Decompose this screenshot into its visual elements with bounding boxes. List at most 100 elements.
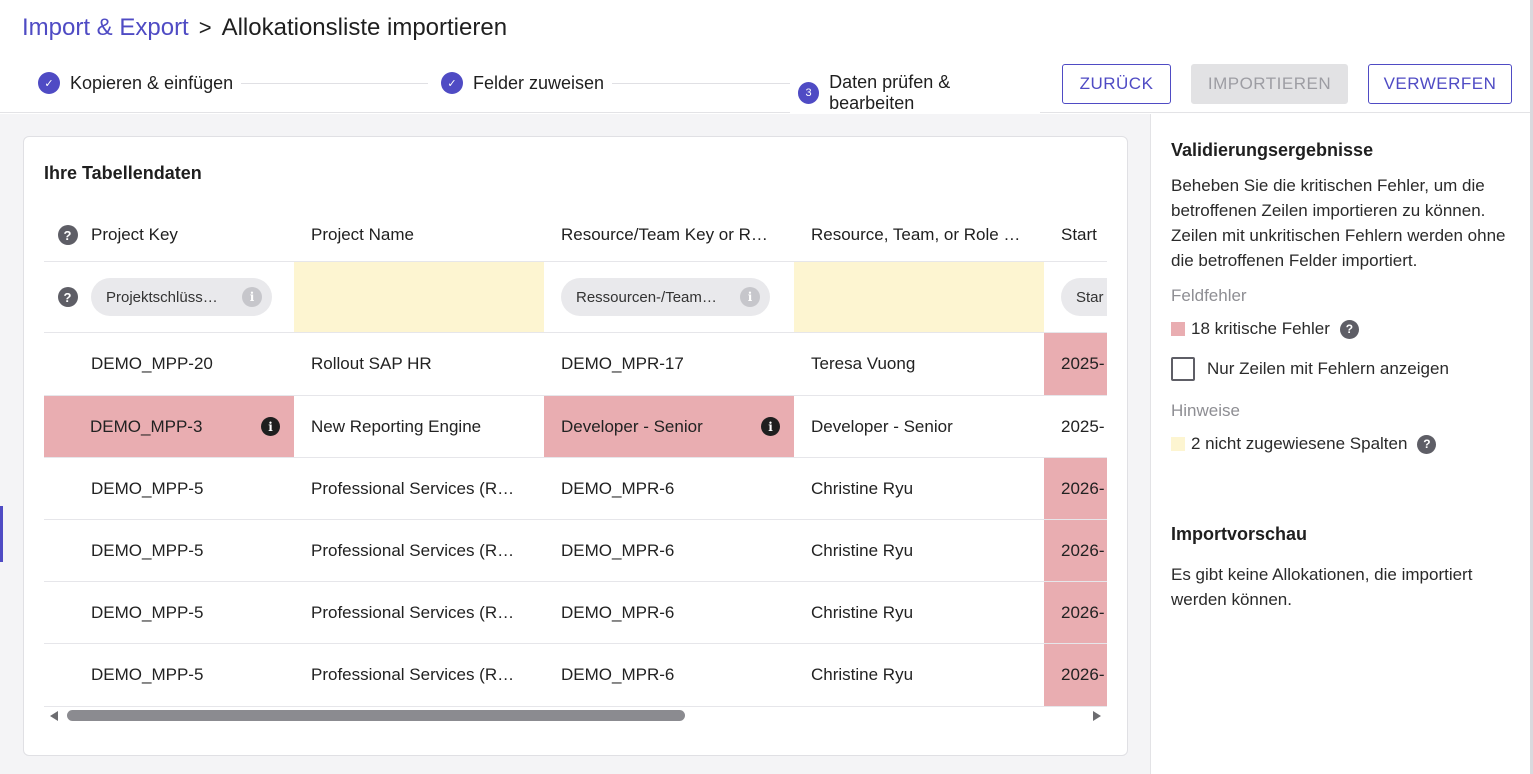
table-row: DEMO_MPP-5 Professional Services (R… DEM… (44, 520, 1107, 582)
field-errors-label: Feldfehler (1171, 286, 1247, 305)
column-header-project-key[interactable]: Project Key (91, 225, 178, 244)
info-icon[interactable]: i (761, 417, 780, 436)
page-title: Allokationsliste importieren (221, 14, 508, 41)
help-icon[interactable]: ? (57, 225, 78, 245)
cell-project-key[interactable]: DEMO_MPP-5 (91, 665, 204, 684)
cell-resource-key[interactable]: DEMO_MPR-17 (561, 354, 684, 373)
table-title: Ihre Tabellendaten (44, 163, 202, 183)
help-icon[interactable]: ? (57, 287, 78, 307)
hint-swatch (1171, 437, 1185, 451)
cell-project-name[interactable]: Rollout SAP HR (311, 354, 432, 373)
import-button: IMPORTIEREN (1191, 64, 1348, 104)
info-icon[interactable]: i (740, 287, 760, 307)
unassigned-mapping-cell[interactable] (794, 262, 1044, 332)
critical-errors-text: 18 kritische Fehler (1191, 319, 1330, 338)
import-preview-text: Es gibt keine Allokationen, die importie… (1171, 565, 1473, 609)
mapping-cell: Star (1044, 262, 1107, 332)
cell-resource-key[interactable]: DEMO_MPR-6 (561, 665, 675, 684)
table-row: DEMO_MPP-3 i New Reporting Engine Develo… (44, 396, 1107, 458)
only-errors-label[interactable]: Nur Zeilen mit Fehlern anzeigen (1207, 359, 1449, 378)
only-errors-checkbox[interactable] (1171, 357, 1195, 381)
cell-project-key[interactable]: DEMO_MPP-5 (91, 478, 204, 498)
column-header-resource-key[interactable]: Resource/Team Key or R… (561, 225, 768, 244)
cell-project-key[interactable]: DEMO_MPP-20 (91, 354, 213, 373)
field-mapping-chip[interactable]: Star (1061, 278, 1107, 316)
table-row: DEMO_MPP-20 Rollout SAP HR DEMO_MPR-17 T… (44, 333, 1107, 396)
field-mapping-chip[interactable]: Ressourcen-/Team… i (561, 278, 770, 316)
cell-resource-name[interactable]: Teresa Vuong (811, 354, 916, 373)
cell-resource-key[interactable]: DEMO_MPR-6 (561, 540, 675, 560)
field-mapping-chip[interactable]: Projektschlüss… i (91, 278, 272, 316)
info-icon[interactable]: i (242, 287, 262, 307)
step-label: Daten prüfen & bearbeiten (829, 72, 951, 113)
step-connector (238, 83, 428, 84)
cell-resource-key-error[interactable]: Developer - Senior i (544, 396, 794, 457)
step-connector (603, 83, 793, 84)
window-edge (1530, 0, 1533, 774)
column-header-project-name[interactable]: Project Name (311, 225, 414, 244)
mapping-cell: Ressourcen-/Team… i (544, 262, 794, 332)
cell-resource-name[interactable]: Christine Ryu (811, 540, 914, 560)
unassigned-columns-text: 2 nicht zugewiesene Spalten (1191, 434, 1408, 453)
cell-project-key[interactable]: DEMO_MPP-5 (91, 602, 204, 622)
step-review-data: 3 Daten prüfen & bearbeiten (790, 72, 1040, 114)
check-icon: ✓ (38, 72, 60, 94)
table-row: DEMO_MPP-5 Professional Services (R… DEM… (44, 582, 1107, 644)
cell-project-name[interactable]: Professional Services (R… (311, 478, 515, 498)
scroll-left-icon[interactable] (50, 711, 58, 721)
header: Import & Export > Allokationsliste impor… (0, 0, 1530, 114)
cell-resource-name[interactable]: Christine Ryu (811, 665, 914, 684)
cell-resource-name[interactable]: Christine Ryu (811, 478, 914, 498)
scroll-right-icon[interactable] (1093, 711, 1101, 721)
stepper: ✓ Kopieren & einfügen ✓ Felder zuweisen … (38, 72, 1040, 114)
error-swatch (1171, 322, 1185, 336)
validation-panel: Validierungsergebnisse Beheben Sie die k… (1150, 114, 1530, 774)
cell-project-name[interactable]: Professional Services (R… (311, 540, 515, 560)
column-header-start[interactable]: Start (1061, 225, 1097, 244)
cell-start[interactable]: 2025- (1061, 416, 1105, 436)
cell-start-error[interactable]: 2026- (1044, 582, 1107, 643)
critical-errors-legend: 18 kritische Fehler ? (1171, 319, 1359, 339)
table-row: DEMO_MPP-5 Professional Services (R… DEM… (44, 458, 1107, 520)
scrollbar-thumb[interactable] (67, 710, 685, 721)
step-label: Felder zuweisen (473, 72, 605, 93)
cell-project-name[interactable]: Professional Services (R… (311, 602, 515, 622)
check-icon: ✓ (441, 72, 463, 94)
info-icon[interactable]: i (261, 417, 280, 436)
step-assign-fields: ✓ Felder zuweisen (433, 72, 613, 94)
cell-resource-key[interactable]: DEMO_MPR-6 (561, 478, 675, 498)
cell-resource-key[interactable]: DEMO_MPR-6 (561, 602, 675, 622)
only-errors-toggle[interactable]: Nur Zeilen mit Fehlern anzeigen (1171, 357, 1449, 381)
cell-resource-name[interactable]: Christine Ryu (811, 602, 914, 622)
table-card: Ihre Tabellendaten ? Project Key Project… (23, 136, 1128, 756)
unassigned-columns-legend: 2 nicht zugewiesene Spalten ? (1171, 434, 1437, 454)
cell-start-error[interactable]: 2026- (1044, 520, 1107, 581)
cell-project-key-error[interactable]: DEMO_MPP-3 i (44, 396, 294, 457)
breadcrumb-import-export-link[interactable]: Import & Export (22, 14, 189, 41)
import-preview-title: Importvorschau (1171, 524, 1308, 544)
step-number-badge: 3 (798, 82, 820, 104)
table-row: DEMO_MPP-5 Professional Services (R… DEM… (44, 644, 1107, 707)
hints-label: Hinweise (1171, 401, 1240, 420)
help-cell: ? (44, 209, 91, 261)
mapping-cell: Projektschlüss… i (74, 262, 294, 332)
validation-description: Beheben Sie die kritischen Fehler, um di… (1171, 176, 1506, 270)
cell-resource-name[interactable]: Developer - Senior (811, 416, 953, 436)
unassigned-mapping-cell[interactable] (294, 262, 544, 332)
cell-project-name[interactable]: New Reporting Engine (311, 416, 482, 436)
help-icon[interactable]: ? (1339, 319, 1359, 339)
help-icon[interactable]: ? (1417, 434, 1437, 454)
step-label: Kopieren & einfügen (70, 72, 234, 93)
chevron-right-icon: > (198, 15, 212, 40)
column-header-resource-name[interactable]: Resource, Team, or Role … (811, 225, 1021, 244)
back-button[interactable]: ZURÜCK (1062, 64, 1171, 104)
cell-start-error[interactable]: 2025- (1044, 333, 1107, 395)
discard-button[interactable]: VERWERFEN (1368, 64, 1512, 104)
horizontal-scrollbar[interactable] (44, 707, 1107, 725)
cell-start-error[interactable]: 2026- (1044, 644, 1107, 706)
step-copy-paste: ✓ Kopieren & einfügen (38, 72, 242, 94)
help-cell: ? (44, 262, 91, 332)
cell-project-key[interactable]: DEMO_MPP-5 (91, 540, 204, 560)
cell-start-error[interactable]: 2026- (1044, 458, 1107, 519)
cell-project-name[interactable]: Professional Services (R… (311, 665, 515, 684)
